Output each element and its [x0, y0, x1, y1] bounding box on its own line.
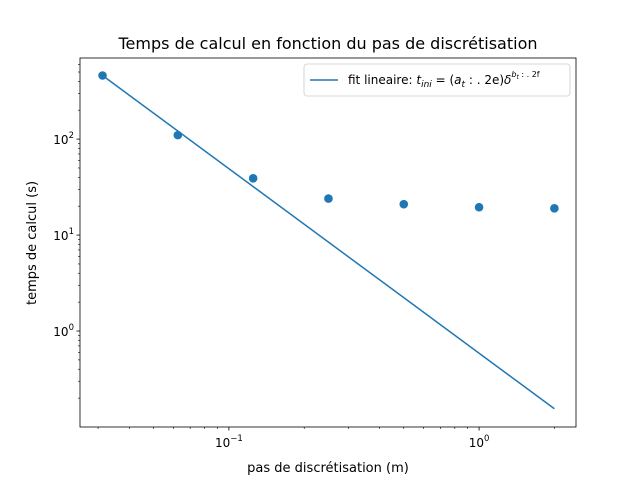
legend-prefix: fit lineaire:: [348, 73, 416, 87]
data-point: [248, 174, 258, 183]
legend-math-a: a: [454, 73, 461, 87]
data-point: [324, 194, 333, 203]
legend-math-t-sub: ini: [421, 80, 432, 90]
y-tick-label: 100: [53, 323, 74, 339]
fit-line: [102, 74, 555, 410]
chart-title: Temps de calcul en fonction du pas de di…: [118, 34, 538, 53]
data-point: [173, 130, 183, 140]
legend: fit lineaire: tini = (at : . 2e)δbt : . …: [303, 63, 571, 97]
y-tick-label: 101: [53, 227, 74, 243]
plot-marks: [98, 71, 559, 410]
legend-math-t: t: [416, 73, 422, 87]
legend-exp-b: b: [511, 70, 516, 79]
y-tick-label: 102: [53, 131, 74, 147]
plot-frame: [79, 57, 577, 428]
axis-ticks: 10−1 100 100 101 102: [53, 64, 555, 450]
legend-math-a-sub: t: [462, 80, 466, 90]
data-point: [474, 202, 484, 212]
x-tick-label: 100: [469, 434, 490, 450]
legend-math-fmt: : . 2e): [465, 73, 504, 87]
legend-math-eq: = (: [432, 73, 454, 87]
data-point: [550, 204, 559, 213]
x-axis-label: pas de discrétisation (m): [247, 461, 409, 476]
x-tick-label: 10−1: [215, 434, 243, 450]
legend-frame: [303, 63, 571, 97]
legend-math-delta: δ: [504, 73, 511, 87]
y-axis-label: temps de calcul (s): [25, 181, 40, 305]
data-point: [399, 199, 409, 209]
legend-label: fit lineaire: tini = (at : . 2e)δbt : . …: [348, 70, 540, 90]
legend-exp-fmt: : . 2f: [519, 70, 540, 79]
legend-exp-b-sub: t: [516, 74, 519, 81]
